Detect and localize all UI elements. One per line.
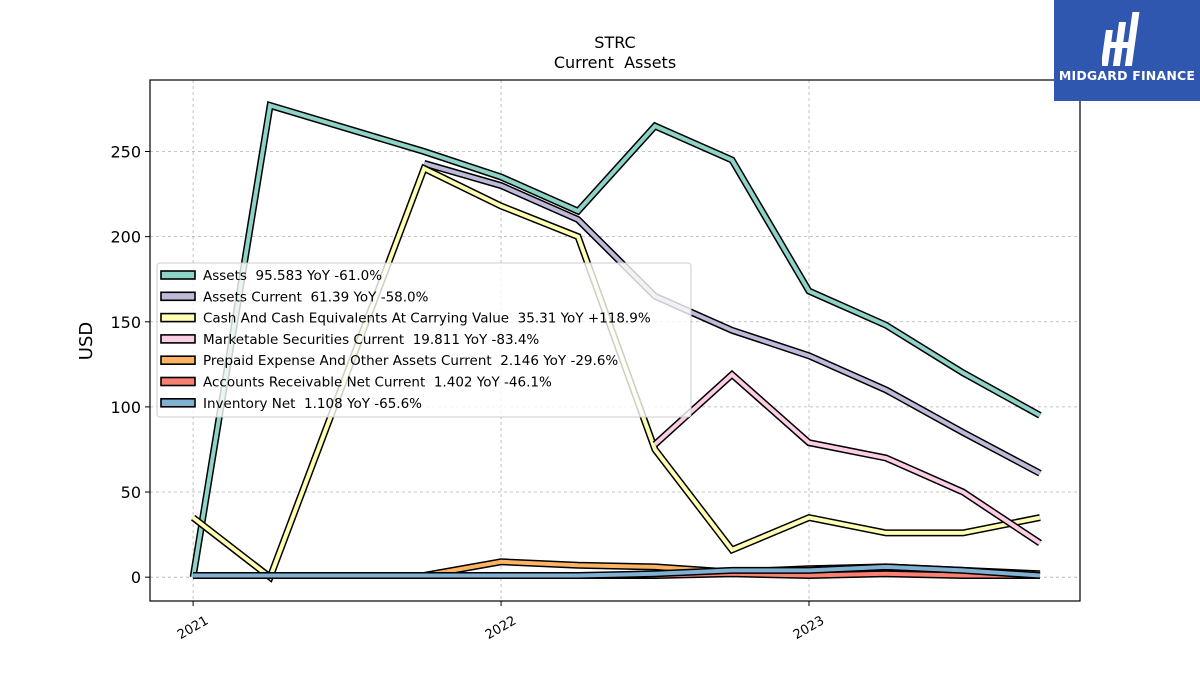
series-line-outline (652, 369, 1042, 547)
legend-swatch (160, 334, 196, 344)
series-6 (193, 563, 1041, 579)
legend-label: Inventory Net 1.108 YoY -65.6% (203, 396, 422, 412)
series-3 (652, 369, 1042, 547)
legend-box (156, 262, 692, 418)
chart-subtitle: Current Assets (554, 53, 676, 72)
x-tick-label: 2021 (175, 613, 211, 643)
series-line (193, 564, 1041, 578)
chart-title: STRC (594, 33, 635, 52)
y-tick-label: 200 (110, 228, 141, 247)
y-tick-label: 150 (110, 313, 141, 332)
y-axis-label: USD (76, 322, 97, 360)
legend-label: Prepaid Expense And Other Assets Current… (203, 353, 618, 369)
series-1 (423, 160, 1042, 477)
y-tick-label: 250 (110, 143, 141, 162)
legend: Assets 95.583 YoY -61.0% Assets Current 6… (156, 262, 692, 418)
legend-label: Accounts Receivable Net Current 1.402 Yo… (203, 375, 552, 391)
legend-swatch (160, 355, 196, 366)
series-line (653, 371, 1042, 545)
legend-swatch (160, 376, 196, 387)
legend-swatch (160, 397, 196, 408)
legend-swatch (160, 312, 196, 323)
brand-logo: MIDGARD FINANCE (1054, 0, 1200, 101)
y-tick-label: 100 (110, 398, 141, 417)
legend-label: Marketable Securities Current 19.811 YoY… (203, 332, 539, 348)
logo-mark-icon (1102, 12, 1140, 66)
legend-swatch (160, 270, 196, 280)
series-line (423, 161, 1041, 476)
x-tick-label: 2022 (483, 613, 519, 643)
series-0 (189, 101, 1042, 578)
logo-text: MIDGARD FINANCE (1058, 68, 1196, 83)
series-line (191, 102, 1041, 578)
y-tick-label: 0 (131, 568, 141, 587)
plot-frame (149, 79, 1081, 602)
legend-label: Assets Current 61.39 YoY -58.0% (203, 289, 429, 305)
x-tick-label: 2023 (791, 613, 827, 643)
legend-swatch (160, 291, 196, 302)
legend-label: Cash And Cash Equivalents At Carrying Va… (203, 311, 651, 327)
y-tick-label: 50 (121, 483, 141, 502)
legend-label: Assets 95.583 YoY -61.0% (203, 268, 382, 284)
